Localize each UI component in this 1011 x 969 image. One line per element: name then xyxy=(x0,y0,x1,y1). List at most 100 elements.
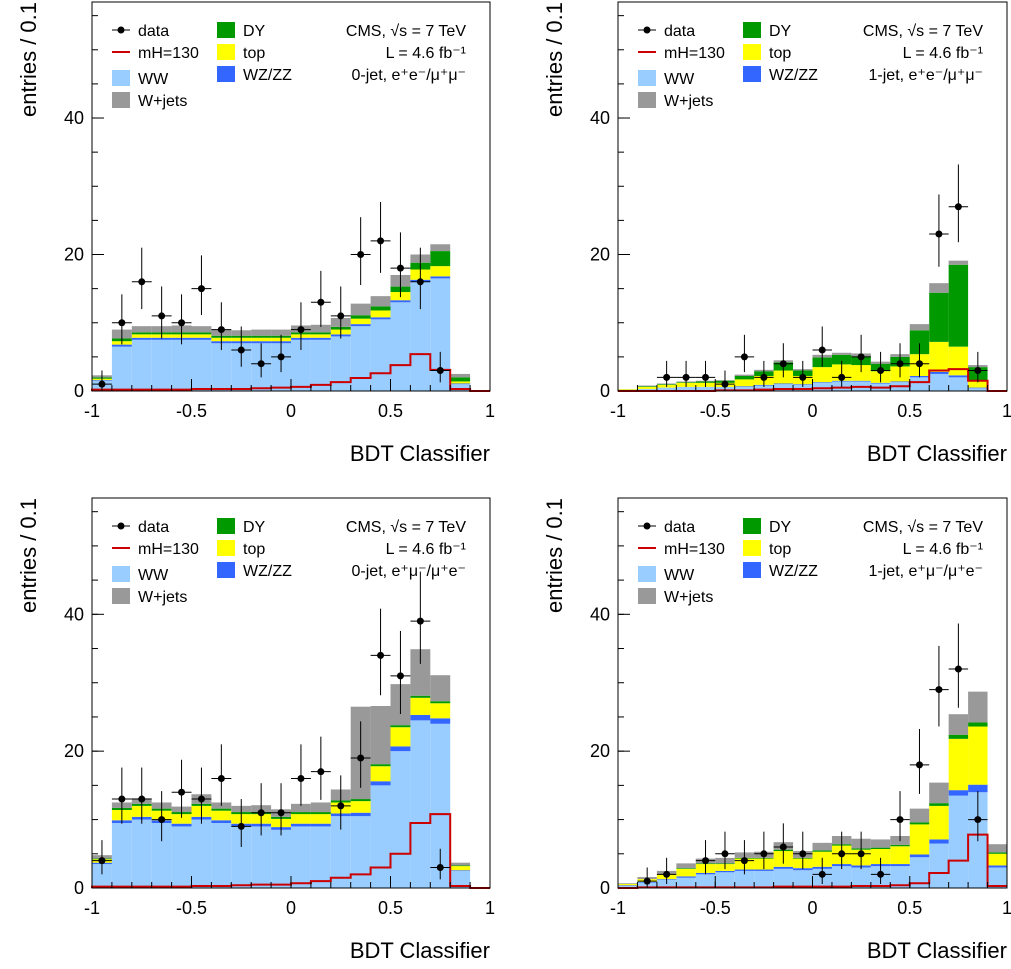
bar-wz-zz-bin-13 xyxy=(350,324,371,327)
data-point xyxy=(377,237,385,245)
data-point xyxy=(760,850,768,858)
bar-ww-bin-4 xyxy=(171,826,192,888)
bar-ww-bin-12 xyxy=(330,816,351,888)
bar-top-bin-13 xyxy=(870,849,891,865)
bar-dy-bin-6 xyxy=(734,375,755,380)
bar-ww-bin-9 xyxy=(793,384,813,391)
bar-wz-zz-bin-2 xyxy=(131,337,152,340)
bar-top-bin-12 xyxy=(851,365,871,381)
data-point xyxy=(682,373,690,381)
data-point xyxy=(760,373,768,381)
bar-dy-bin-10 xyxy=(291,812,311,815)
legend-label: data xyxy=(138,519,169,536)
x-tick-label: -0.5 xyxy=(176,898,207,918)
data-point xyxy=(740,353,748,361)
x-tick-label: -1 xyxy=(610,898,626,918)
legend-label: mH=130 xyxy=(664,541,725,558)
data-point xyxy=(396,264,404,272)
data-point xyxy=(954,203,962,211)
bar-wz-zz-bin-5 xyxy=(715,870,735,873)
bar-w-jets-bin-5 xyxy=(191,326,212,333)
data-point xyxy=(416,617,424,625)
legend-label: mH=130 xyxy=(138,541,199,558)
data-point xyxy=(915,761,923,769)
bar-w-jets-bin-1 xyxy=(637,385,657,387)
bar-ww-bin-15 xyxy=(390,302,411,391)
x-tick-label: -1 xyxy=(610,401,626,421)
bar-wz-zz-bin-17 xyxy=(430,718,451,724)
bar-dy-bin-13 xyxy=(350,799,371,802)
bar-ww-bin-11 xyxy=(310,826,331,888)
data-point xyxy=(237,822,245,830)
bar-w-jets-bin-10 xyxy=(291,803,311,813)
bar-dy-bin-10 xyxy=(812,850,832,852)
bar-ww-bin-7 xyxy=(754,870,774,888)
bar-wz-zz-bin-0 xyxy=(618,885,638,886)
bar-wz-zz-bin-10 xyxy=(291,823,311,827)
bar-wz-zz-bin-3 xyxy=(676,876,696,878)
bar-w-jets-bin-0 xyxy=(618,883,638,884)
legend-label: DY xyxy=(243,519,266,536)
legend-swatch xyxy=(743,518,761,534)
x-tick-label: 0.5 xyxy=(897,401,922,421)
data-point xyxy=(138,795,146,803)
legend: data mH=130 WW W+jets DY top WZ/ZZ xyxy=(112,22,292,110)
bar-wz-zz-bin-13 xyxy=(870,382,891,384)
bar-dy-bin-8 xyxy=(251,335,272,338)
legend-swatch xyxy=(217,66,235,82)
bar-w-jets-bin-14 xyxy=(370,296,391,307)
bar-w-jets-bin-16 xyxy=(929,782,949,804)
annotation-line3: 1-jet, e⁺μ⁻/μ⁺e⁻ xyxy=(869,563,983,580)
legend-label: DY xyxy=(243,23,266,40)
x-tick-label: 0.5 xyxy=(378,898,403,918)
bar-ww-bin-5 xyxy=(191,819,212,888)
x-axis-title: BDT Classifier xyxy=(350,441,490,466)
annotation-line1: CMS, √s = 7 TeV xyxy=(863,23,983,40)
legend-swatch xyxy=(112,70,130,86)
data-point xyxy=(257,360,265,368)
bar-dy-bin-16 xyxy=(410,695,431,698)
bar-ww-bin-13 xyxy=(350,326,371,391)
bar-ww-bin-1 xyxy=(111,823,132,888)
bar-w-jets-bin-11 xyxy=(310,324,331,333)
bar-dy-bin-13 xyxy=(870,847,891,849)
legend-label: data xyxy=(138,23,169,40)
bar-top-bin-18 xyxy=(968,726,988,785)
bar-dy-bin-11 xyxy=(831,354,852,365)
legend-swatch xyxy=(638,92,656,108)
bar-top-bin-10 xyxy=(812,367,832,383)
data-point xyxy=(158,312,166,320)
data-point xyxy=(838,373,846,381)
data-point xyxy=(337,802,345,810)
y-tick-label: 20 xyxy=(590,245,610,265)
data-point xyxy=(702,373,710,381)
x-axis-title: BDT Classifier xyxy=(867,441,1007,466)
bar-wz-zz-bin-14 xyxy=(890,381,910,383)
legend-swatch xyxy=(638,70,656,86)
bar-ww-bin-18 xyxy=(450,870,471,888)
bar-wz-zz-bin-14 xyxy=(890,864,910,867)
data-point xyxy=(818,346,826,354)
data-point xyxy=(877,870,885,878)
bar-ww-bin-19 xyxy=(987,867,1007,888)
data-point xyxy=(217,775,225,783)
bar-ww-bin-13 xyxy=(350,816,371,888)
bar-top-bin-18 xyxy=(968,381,988,388)
legend-label: data xyxy=(664,23,695,40)
bar-wz-zz-bin-15 xyxy=(390,746,411,752)
bar-ww-bin-10 xyxy=(291,826,311,888)
y-axis-title: entries / 0.1 xyxy=(542,2,567,117)
bar-wz-zz-bin-18 xyxy=(450,383,471,385)
data-point xyxy=(663,870,671,878)
bar-ww-bin-6 xyxy=(211,823,232,888)
x-tick-label: -0.5 xyxy=(700,401,731,421)
data-point xyxy=(779,360,787,368)
x-tick-label: 1 xyxy=(485,401,495,421)
data-point xyxy=(178,788,186,796)
bar-wz-zz-bin-10 xyxy=(812,382,832,383)
bar-w-jets-bin-17 xyxy=(948,260,969,265)
signal-line xyxy=(91,353,490,392)
bar-dy-bin-15 xyxy=(390,725,411,728)
bar-w-jets-bin-18 xyxy=(450,862,471,866)
bar-top-bin-1 xyxy=(637,386,657,389)
